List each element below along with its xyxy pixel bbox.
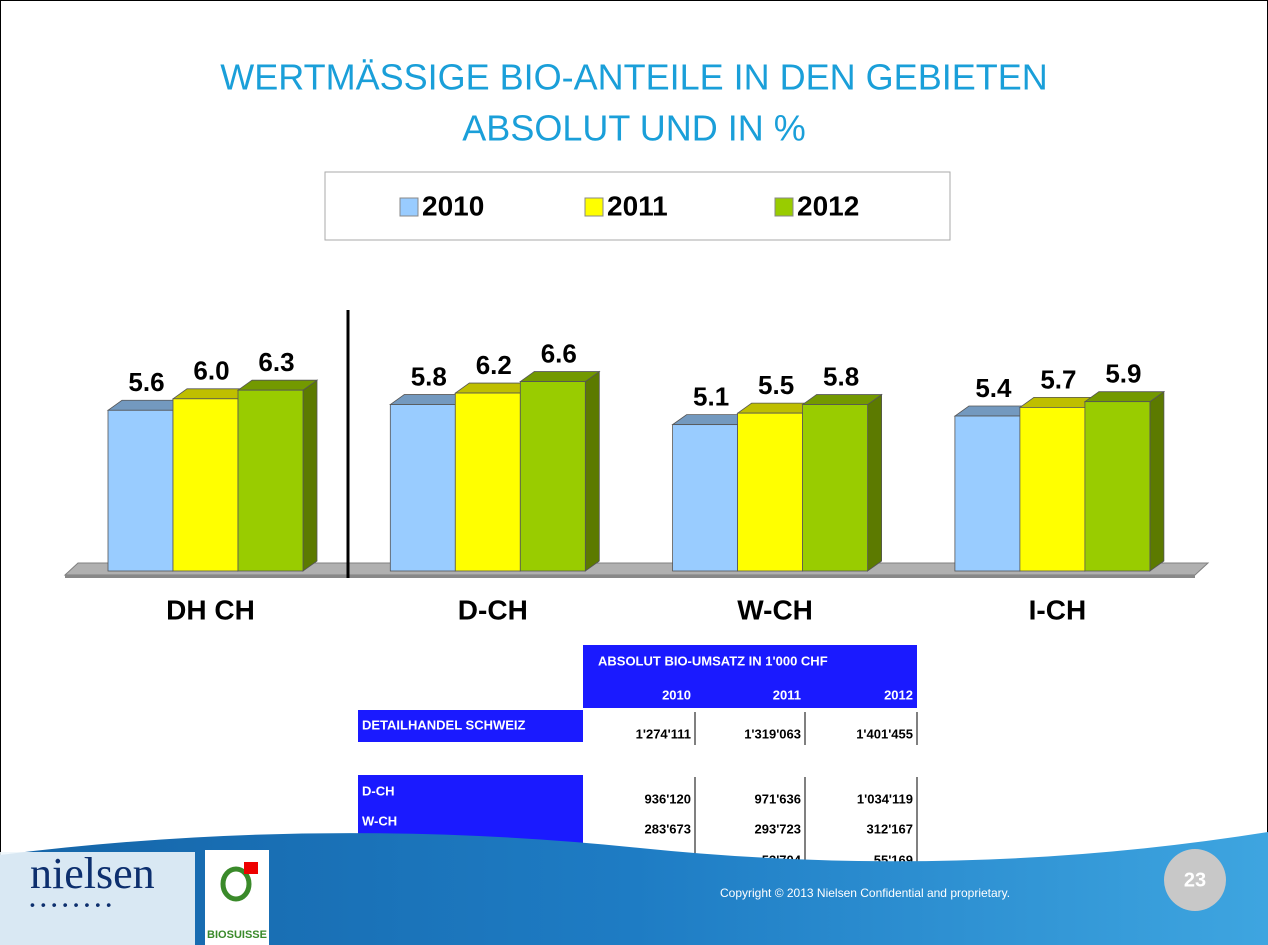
category-label: D-CH bbox=[458, 594, 528, 625]
bar-top bbox=[1083, 391, 1166, 403]
table-title: ABSOLUT BIO-UMSATZ IN 1'000 CHF bbox=[598, 653, 828, 668]
row-label: W-CH bbox=[362, 813, 397, 828]
bar bbox=[519, 370, 601, 572]
bar-side bbox=[584, 370, 600, 572]
bar-front bbox=[454, 392, 521, 572]
bar-front bbox=[107, 409, 174, 572]
bar-front bbox=[1084, 401, 1151, 572]
value-label: 5.4 bbox=[975, 373, 1012, 403]
copyright: Copyright © 2013 Nielsen Confidential an… bbox=[720, 886, 1010, 900]
legend-label: 2012 bbox=[797, 190, 859, 221]
bar-side bbox=[302, 379, 318, 572]
column-header: 2010 bbox=[662, 687, 691, 702]
logo-dots: •••••••• bbox=[30, 897, 117, 913]
bar-side bbox=[1149, 390, 1165, 572]
cell: 971'636 bbox=[755, 791, 801, 806]
bar-side bbox=[867, 393, 882, 572]
page-badge bbox=[1164, 849, 1226, 911]
cell: 936'120 bbox=[645, 791, 691, 806]
cell: 293'723 bbox=[755, 821, 801, 836]
value-label: 5.8 bbox=[823, 361, 859, 391]
value-label: 6.6 bbox=[541, 338, 577, 368]
value-label: 5.6 bbox=[128, 367, 164, 397]
bar-front bbox=[172, 398, 239, 572]
bar-front bbox=[802, 404, 868, 572]
cell: 1'034'119 bbox=[857, 791, 913, 806]
partner-logo-mark bbox=[220, 866, 252, 902]
bar bbox=[801, 393, 883, 572]
bar-top bbox=[236, 379, 319, 391]
row-label: D-CH bbox=[362, 783, 395, 798]
bar-top bbox=[801, 394, 883, 405]
value-label: 5.1 bbox=[693, 382, 729, 412]
plot: 5.6 6.0 6.3 DH CH 5.8 6.2 6.6 D-CH 5.1 5.5 5.8 W-CH… bbox=[106, 338, 1166, 625]
cell: 1'319'063 bbox=[744, 726, 801, 741]
bar bbox=[454, 382, 536, 572]
bar bbox=[236, 379, 319, 572]
bar-front bbox=[737, 412, 803, 572]
bar-front bbox=[672, 424, 738, 572]
value-label: 5.5 bbox=[758, 370, 794, 400]
floor-edge bbox=[65, 575, 1195, 578]
value-label: 6.0 bbox=[193, 356, 229, 386]
column-header: 2012 bbox=[884, 687, 913, 702]
bar-front bbox=[519, 381, 586, 572]
legend-swatch bbox=[774, 197, 794, 217]
bar-front bbox=[954, 415, 1021, 572]
value-label: 5.9 bbox=[1105, 359, 1141, 389]
value-label: 6.2 bbox=[476, 350, 512, 380]
legend-label: 2011 bbox=[607, 190, 668, 221]
partner-logo-text: BIOSUISSE bbox=[207, 929, 267, 941]
legend-box bbox=[324, 171, 951, 241]
legend-swatch bbox=[399, 197, 419, 217]
value-label: 6.3 bbox=[258, 347, 294, 377]
partner-logo-flag bbox=[244, 862, 258, 874]
row-label-bg bbox=[358, 710, 583, 742]
page-number: 23 bbox=[1184, 869, 1206, 891]
category-label: W-CH bbox=[737, 594, 813, 625]
bar bbox=[1083, 390, 1166, 572]
column-header: 2011 bbox=[773, 687, 801, 702]
cell: 283'673 bbox=[645, 821, 691, 836]
legend-swatch bbox=[584, 197, 604, 217]
row-label: DETAILHANDEL SCHWEIZ bbox=[362, 717, 526, 732]
footer-band bbox=[0, 832, 1268, 945]
category-label: DH CH bbox=[166, 594, 255, 625]
legend-label: 2010 bbox=[422, 190, 484, 221]
title: WERTMÄSSIGE BIO-ANTEILE IN DEN GEBIETEN bbox=[220, 57, 1047, 98]
bar-top bbox=[519, 371, 601, 382]
bar-front bbox=[237, 389, 304, 572]
category-label: I-CH bbox=[1029, 594, 1087, 625]
value-label: 5.7 bbox=[1040, 364, 1076, 394]
cell: 1'401'455 bbox=[856, 726, 913, 741]
cell: 312'167 bbox=[867, 821, 913, 836]
logo-area bbox=[0, 852, 195, 945]
bar-front bbox=[389, 404, 456, 572]
bar-front bbox=[1019, 407, 1086, 572]
table-header-bg bbox=[583, 645, 917, 708]
nielsen-logo: nielsen bbox=[30, 849, 155, 898]
subtitle: ABSOLUT UND IN % bbox=[462, 108, 805, 149]
cell: 1'274'111 bbox=[636, 726, 691, 741]
value-label: 5.8 bbox=[411, 361, 447, 391]
